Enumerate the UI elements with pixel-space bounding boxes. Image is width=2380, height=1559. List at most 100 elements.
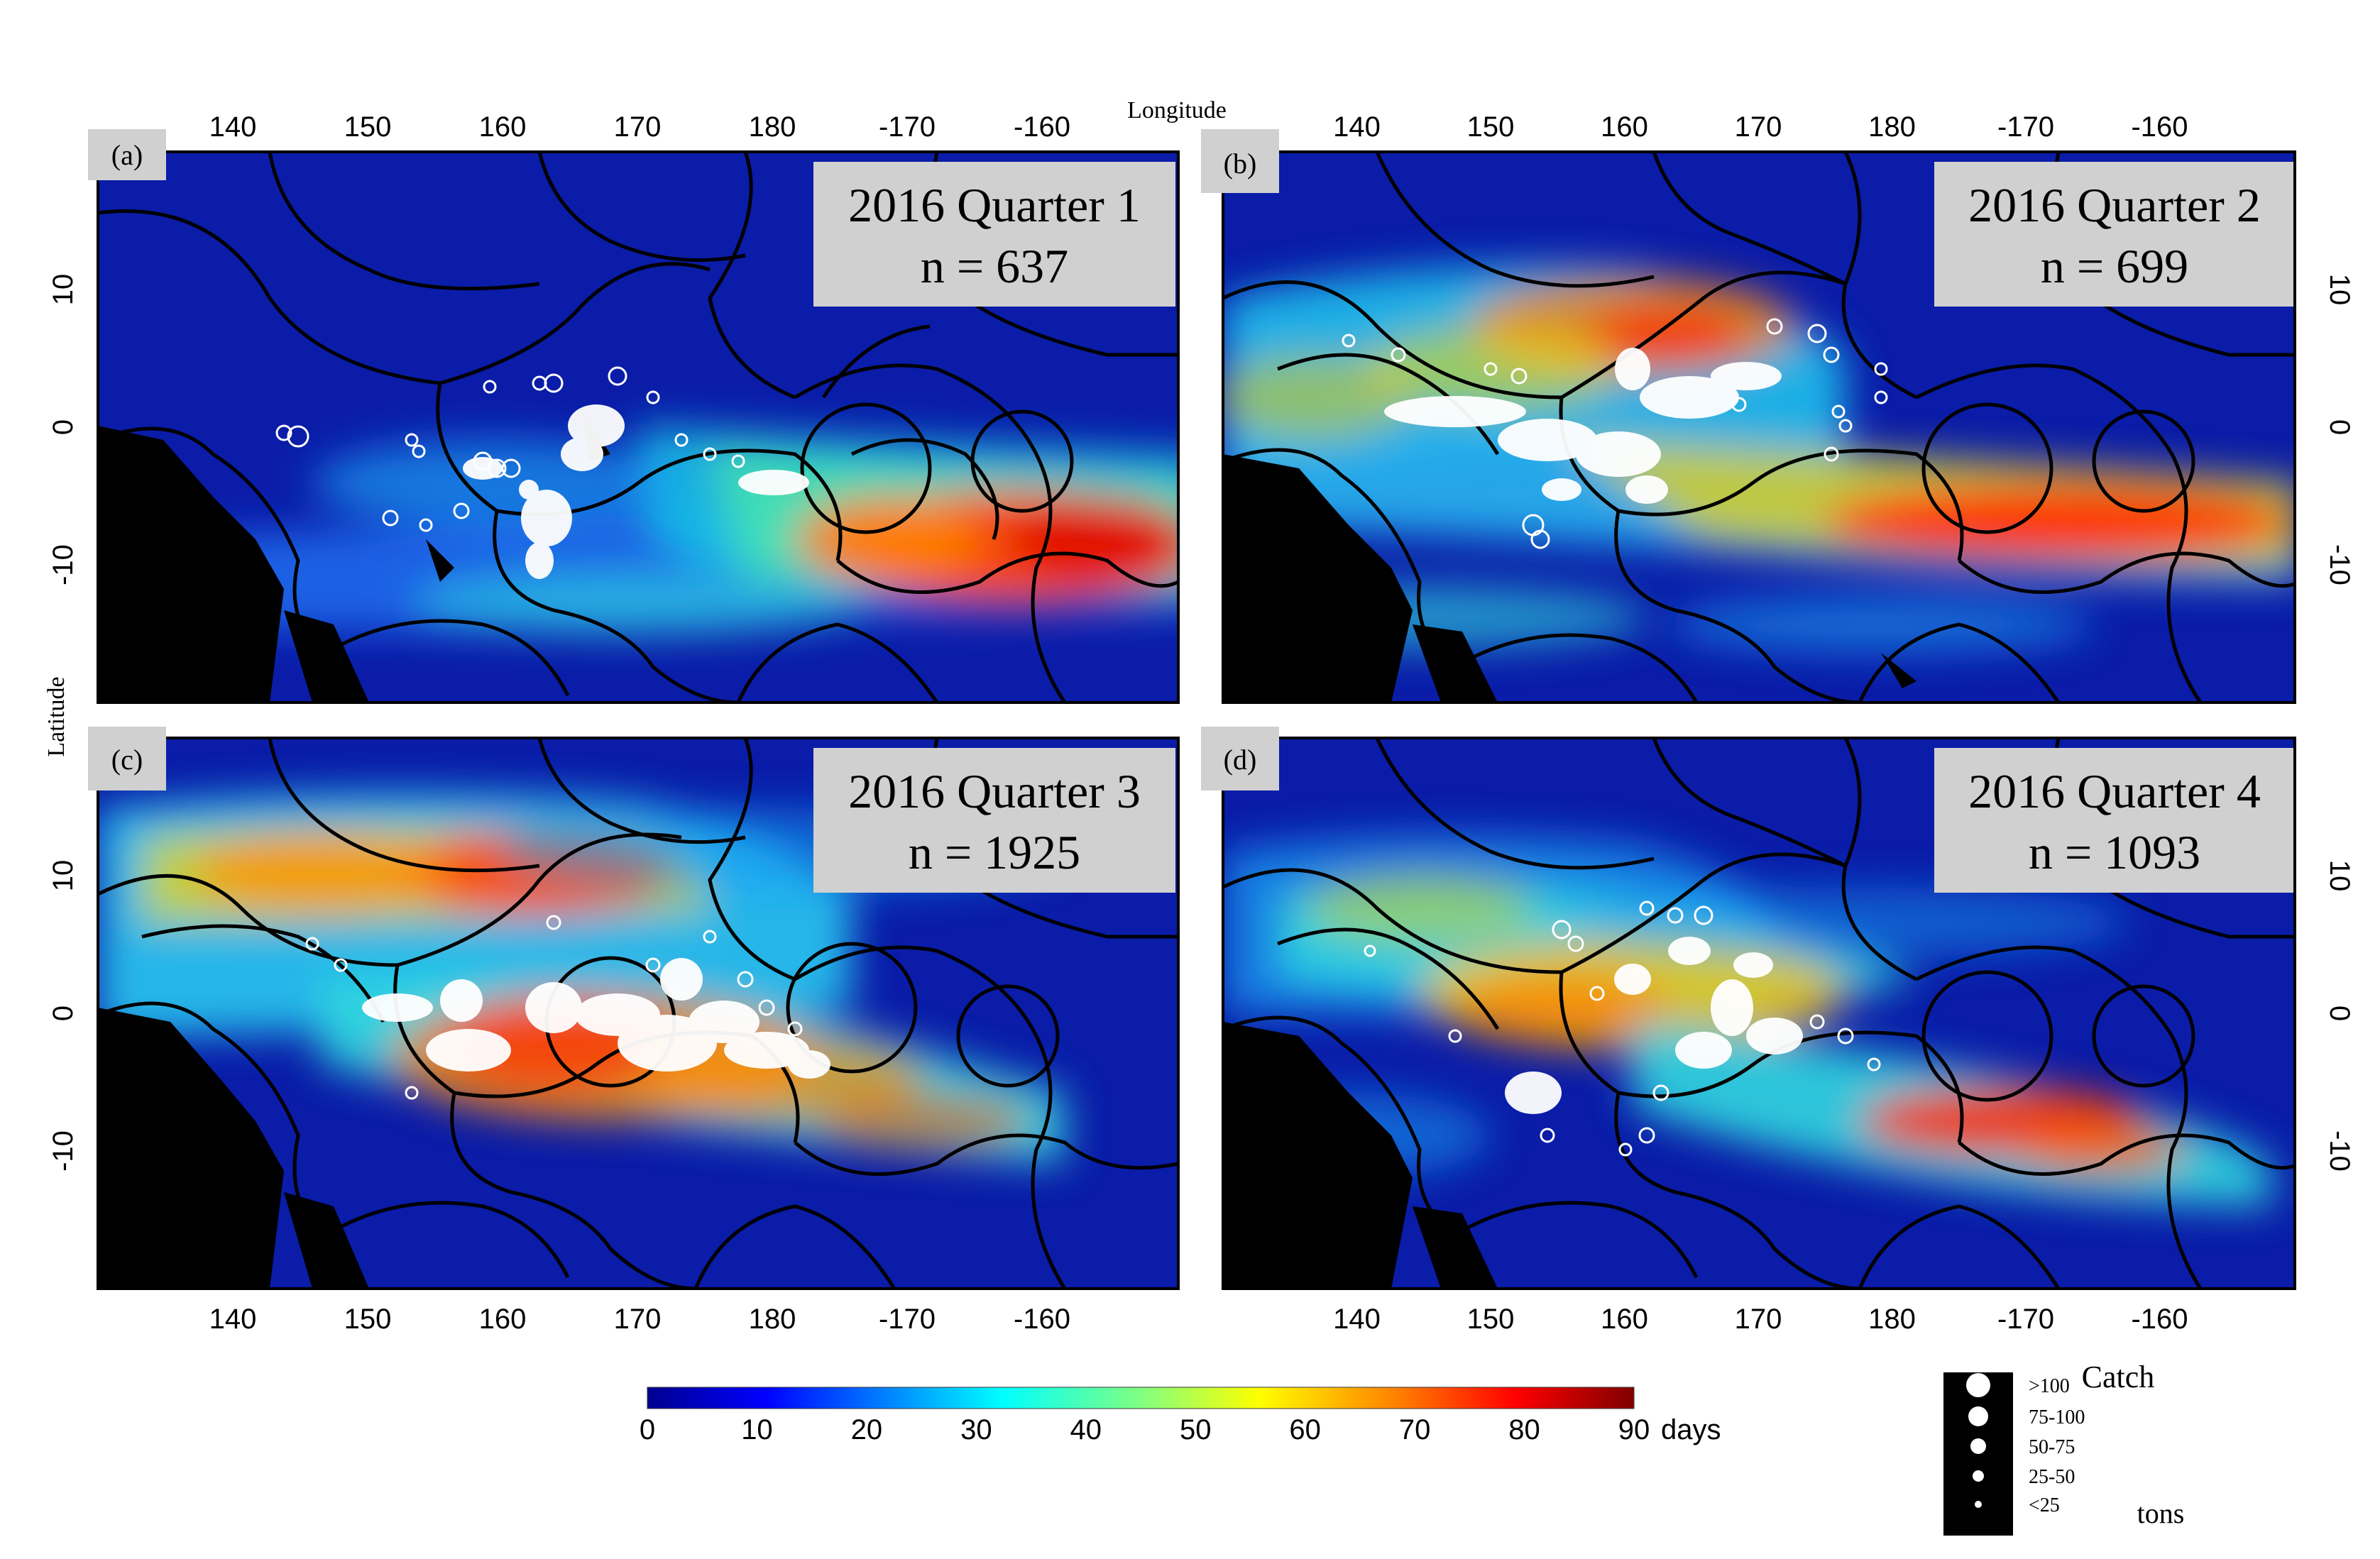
catch-legend-unit: tons bbox=[2137, 1497, 2185, 1529]
panel-b-land bbox=[1223, 454, 1916, 703]
panel-c-label-box bbox=[88, 727, 166, 790]
longitude-axis-title: Longitude bbox=[1127, 97, 1227, 123]
axis-tick-labels: 140 150 160 170 180 -170 -160 10 0 -10 140 150 160 17… bbox=[48, 111, 2355, 1335]
panel-c-title: 2016 Quarter 3 bbox=[848, 764, 1141, 818]
panel-d-lon-tick-bottom-6: -160 bbox=[2131, 1304, 2188, 1335]
catch-legend-items: >100 75-100 50-75 25-50 <25 bbox=[1966, 1373, 2085, 1516]
panel-b-lat-tick-2: -10 bbox=[2324, 544, 2355, 585]
colorbar-tick-8: 80 bbox=[1508, 1414, 1540, 1445]
panel-b-title: 2016 Quarter 2 bbox=[1968, 178, 2261, 232]
catch-legend-title: Catch bbox=[2082, 1360, 2155, 1394]
panel-a-lat-tick-1: 0 bbox=[48, 419, 79, 435]
panel-a-count: n = 637 bbox=[921, 239, 1068, 293]
panel-a-lon-tick-top-6: -160 bbox=[1014, 111, 1070, 143]
panel-c-catch-clusters bbox=[362, 958, 830, 1079]
catch-legend-label-0: >100 bbox=[2029, 1375, 2070, 1397]
panel-c-lon-tick-bottom-3: 170 bbox=[614, 1304, 662, 1335]
panel-c-lat-tick-2: -10 bbox=[48, 1130, 79, 1172]
catch-legend-label-4: <25 bbox=[2029, 1494, 2060, 1516]
colorbar-gradient bbox=[647, 1387, 1635, 1409]
catch-legend-label-1: 75-100 bbox=[2029, 1406, 2085, 1428]
panel-c-lon-tick-bottom-6: -160 bbox=[1014, 1304, 1070, 1335]
panel-a: 2016 Quarter 1 n = 637 (a) bbox=[88, 129, 1180, 704]
colorbar-tick-6: 60 bbox=[1289, 1414, 1321, 1445]
panel-b-lon-tick-top-4: 180 bbox=[1868, 111, 1916, 143]
colorbar-tick-3: 30 bbox=[960, 1414, 992, 1445]
panel-d-label-box bbox=[1201, 727, 1279, 790]
panel-a-lat-tick-2: -10 bbox=[48, 544, 79, 585]
panel-b-lon-tick-top-6: -160 bbox=[2131, 111, 2188, 143]
panel-d-lat-tick-2: -10 bbox=[2324, 1130, 2355, 1172]
panel-a-catch-clusters bbox=[463, 404, 809, 579]
panel-c-lon-tick-bottom-0: 140 bbox=[209, 1304, 257, 1335]
catch-legend-marker-4 bbox=[1975, 1501, 1982, 1508]
panel-d-catch-clusters bbox=[1505, 937, 1803, 1114]
panel-c-catch-markers bbox=[305, 915, 803, 1100]
panel-c-count: n = 1925 bbox=[909, 825, 1080, 879]
panel-c-frame bbox=[97, 737, 1180, 1290]
panel-a-lon-tick-top-2: 160 bbox=[479, 111, 527, 143]
colorbar: 0 10 20 30 40 50 60 70 80 90 days bbox=[640, 1387, 1721, 1445]
panel-c-lon-tick-bottom-5: -170 bbox=[879, 1304, 936, 1335]
panel-c-lon-tick-bottom-2: 160 bbox=[479, 1304, 527, 1335]
colorbar-tick-5: 50 bbox=[1180, 1414, 1212, 1445]
colorbar-tick-1: 10 bbox=[741, 1414, 773, 1445]
panel-b-frame bbox=[1222, 150, 2296, 704]
panel-b-lat-tick-1: 0 bbox=[2324, 419, 2355, 435]
panel-a-lon-tick-top-4: 180 bbox=[749, 111, 796, 143]
panel-b-lon-tick-top-1: 150 bbox=[1467, 111, 1515, 143]
catch-legend-label-2: 50-75 bbox=[2029, 1436, 2075, 1458]
panel-b: 2016 Quarter 2 n = 699 (b) bbox=[1201, 129, 2296, 704]
catch-legend-marker-1 bbox=[1968, 1406, 1988, 1426]
panel-c-annotation-box bbox=[813, 748, 1175, 893]
panel-d-catch-markers bbox=[1364, 900, 1881, 1157]
panel-d-label: (d) bbox=[1224, 744, 1257, 776]
panel-d-lon-tick-bottom-2: 160 bbox=[1601, 1304, 1648, 1335]
panel-a-title: 2016 Quarter 1 bbox=[848, 178, 1141, 232]
catch-legend-marker-3 bbox=[1973, 1470, 1984, 1482]
panel-d-lat-tick-0: 10 bbox=[2324, 860, 2355, 892]
colorbar-unit: days bbox=[1661, 1414, 1721, 1445]
panel-b-effort-heatmap bbox=[1223, 266, 2295, 653]
panel-c: 2016 Quarter 3 n = 1925 (c) bbox=[88, 727, 1180, 1290]
panel-a-label-box bbox=[88, 129, 166, 180]
panel-d-land bbox=[1223, 1022, 1498, 1289]
panel-d-count: n = 1093 bbox=[2029, 825, 2200, 879]
panel-c-lat-tick-0: 10 bbox=[48, 860, 79, 892]
panel-c-lon-tick-bottom-1: 150 bbox=[344, 1304, 392, 1335]
panel-b-count: n = 699 bbox=[2041, 239, 2188, 293]
panel-a-lon-tick-top-3: 170 bbox=[614, 111, 662, 143]
panel-c-label: (c) bbox=[111, 744, 143, 776]
panel-d-lon-tick-bottom-3: 170 bbox=[1735, 1304, 1782, 1335]
panel-c-land bbox=[98, 1008, 369, 1289]
colorbar-tick-labels: 0 10 20 30 40 50 60 70 80 90 bbox=[640, 1414, 1650, 1445]
colorbar-tick-4: 40 bbox=[1070, 1414, 1102, 1445]
panel-b-lon-tick-top-3: 170 bbox=[1735, 111, 1782, 143]
panel-d-lon-tick-bottom-5: -170 bbox=[1997, 1304, 2054, 1335]
latitude-axis-title: Latitude bbox=[43, 676, 70, 756]
panel-d-lon-tick-bottom-4: 180 bbox=[1868, 1304, 1916, 1335]
panel-b-lat-tick-0: 10 bbox=[2324, 274, 2355, 306]
panel-a-lon-tick-top-5: -170 bbox=[879, 111, 936, 143]
catch-legend: >100 75-100 50-75 25-50 <25 Catch tons bbox=[1943, 1360, 2184, 1536]
panel-a-lon-tick-top-0: 140 bbox=[209, 111, 257, 143]
catch-legend-label-3: 25-50 bbox=[2029, 1466, 2075, 1488]
panel-d-annotation-box bbox=[1934, 748, 2295, 893]
panel-c-lon-tick-bottom-4: 180 bbox=[749, 1304, 796, 1335]
panel-d-title: 2016 Quarter 4 bbox=[1968, 764, 2261, 818]
colorbar-tick-7: 70 bbox=[1399, 1414, 1431, 1445]
panel-c-lat-tick-1: 0 bbox=[48, 1006, 79, 1021]
panel-d-lon-tick-bottom-0: 140 bbox=[1333, 1304, 1381, 1335]
catch-legend-marker-2 bbox=[1970, 1438, 1986, 1454]
panel-b-lon-tick-top-5: -170 bbox=[1997, 111, 2054, 143]
panel-b-label-box bbox=[1201, 129, 1279, 193]
panel-b-label: (b) bbox=[1224, 148, 1257, 180]
panel-d-lon-tick-bottom-1: 150 bbox=[1467, 1304, 1515, 1335]
panel-d: 2016 Quarter 4 n = 1093 (d) bbox=[1201, 727, 2296, 1290]
colorbar-tick-0: 0 bbox=[640, 1414, 655, 1445]
panel-a-label: (a) bbox=[111, 139, 143, 171]
panel-a-frame bbox=[97, 150, 1180, 704]
panel-d-lat-tick-1: 0 bbox=[2324, 1006, 2355, 1021]
panel-d-frame bbox=[1222, 737, 2296, 1290]
